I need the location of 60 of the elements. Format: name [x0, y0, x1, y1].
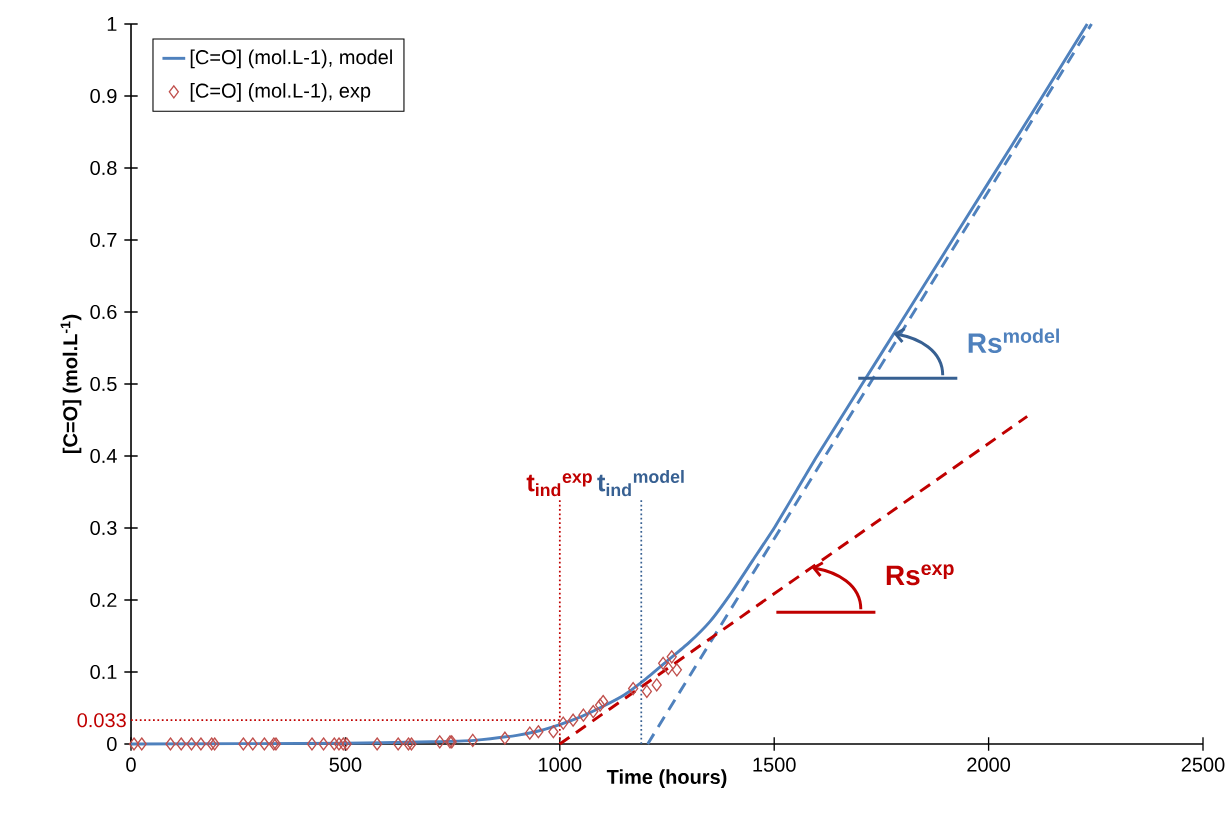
- y-tick-label: 0.4: [90, 448, 117, 464]
- y-tick-label: 0.6: [90, 304, 117, 320]
- x-tick-label: 0: [126, 757, 136, 772]
- point: [524, 726, 535, 740]
- point: [663, 661, 674, 676]
- y-tick-label: 0: [107, 736, 117, 752]
- y-tick-label: 0.3: [90, 520, 117, 536]
- x-axis-title: Time (hours): [606, 769, 727, 788]
- point: [666, 650, 677, 664]
- point: [578, 708, 589, 722]
- x-tick-label: 2000: [967, 757, 1011, 772]
- y-tick-label: 0.1: [90, 664, 117, 680]
- point: [238, 737, 249, 751]
- point: [627, 681, 639, 696]
- point: [597, 694, 609, 709]
- x-tick-label: 1000: [539, 757, 582, 772]
- x-tick-label: 1500: [753, 757, 796, 772]
- point: [392, 737, 404, 751]
- point: [176, 737, 187, 751]
- x-tick-label: 500: [329, 757, 362, 772]
- point: [657, 656, 669, 671]
- y-tick-label: 0.2: [90, 592, 117, 608]
- point: [259, 737, 270, 751]
- y-tick-label: 1: [107, 17, 117, 31]
- annotation: Rs$^{exp}$: [886, 564, 954, 586]
- legend-label: [C=O] (mol.L-1), exp: [190, 83, 371, 102]
- y-tick-label: 0.7: [90, 232, 117, 248]
- ref-line-label: t$_{ind}$exp: [526, 473, 592, 497]
- point: [434, 735, 445, 749]
- y-tick-label: 0.5: [90, 376, 117, 392]
- ref-line-label: t$_{ind}$model: [597, 469, 684, 497]
- annotation: Rs$^{model}$: [968, 328, 1059, 354]
- y-tick-label: 0.9: [90, 88, 117, 104]
- point: [128, 737, 140, 751]
- point: [247, 737, 258, 751]
- point: [371, 737, 383, 751]
- point: [671, 663, 683, 677]
- point: [318, 737, 329, 751]
- point: [651, 678, 662, 692]
- point: [641, 684, 653, 699]
- y-tick-label: 0.8: [90, 160, 117, 176]
- point: [195, 737, 207, 751]
- point: [329, 737, 340, 751]
- y-axis-title: [C=O] (mol.L$^{-1}$): [60, 314, 82, 454]
- point: [594, 698, 606, 712]
- point: [548, 725, 559, 739]
- point: [306, 737, 318, 751]
- ref-line-label: 0.033: [77, 713, 126, 728]
- x-tick-label: 2500: [1181, 757, 1225, 772]
- point: [499, 731, 511, 745]
- point: [333, 737, 345, 751]
- point: [558, 716, 569, 730]
- point: [186, 737, 197, 751]
- point: [533, 725, 544, 739]
- point: [567, 713, 579, 727]
- point: [467, 733, 478, 748]
- legend-label: [C=O] (mol.L-1), model: [190, 49, 392, 69]
- point: [136, 737, 147, 751]
- point: [165, 737, 176, 751]
- point: [588, 704, 599, 719]
